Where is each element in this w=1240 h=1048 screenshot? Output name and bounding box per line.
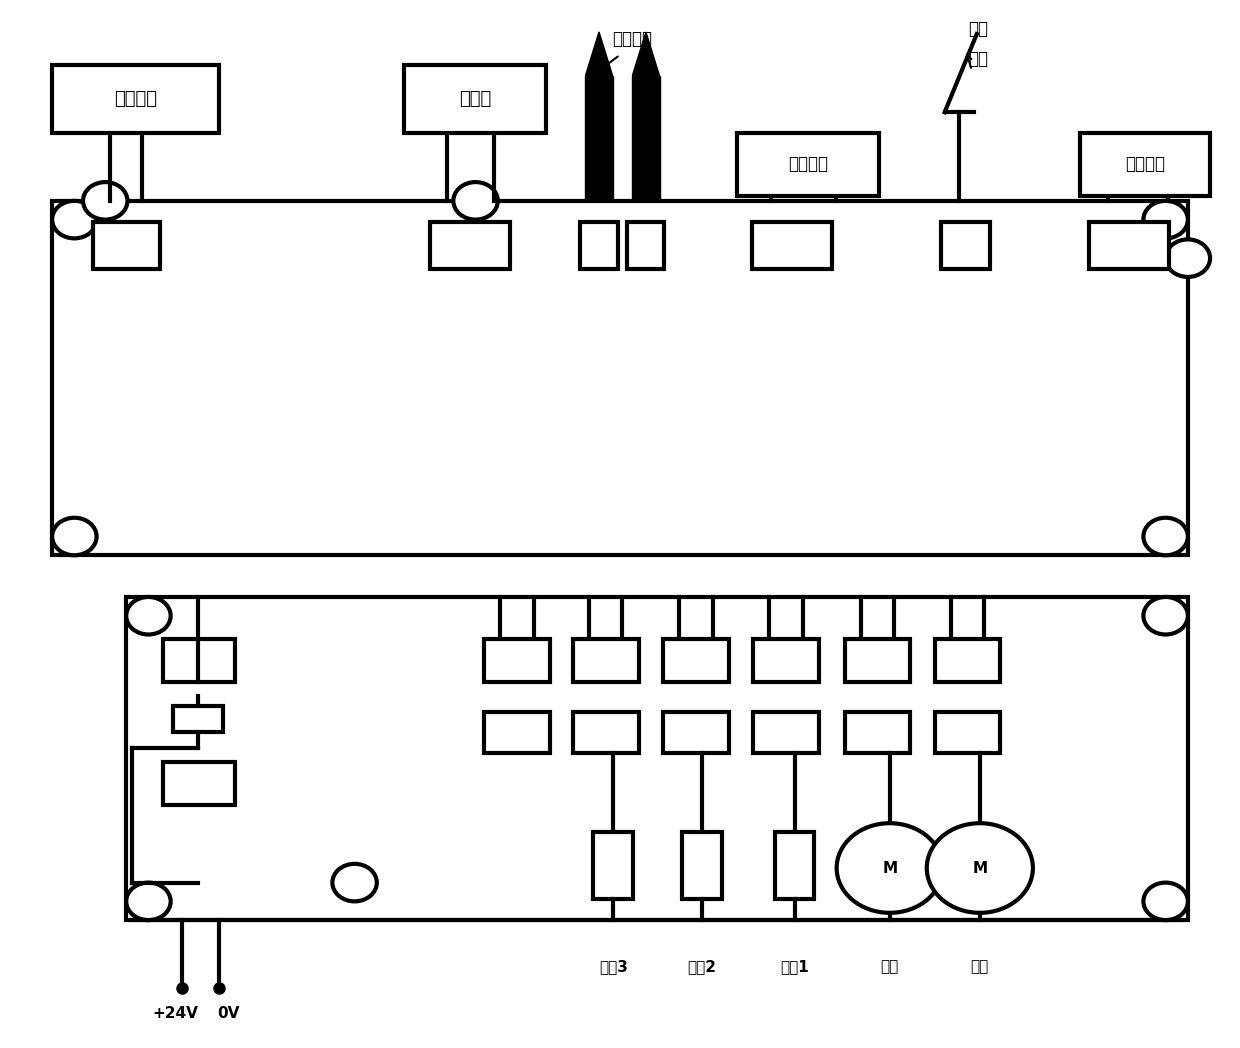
Bar: [1089, 222, 1169, 268]
Text: 加炁3: 加炁3: [599, 960, 627, 975]
Bar: [754, 638, 818, 682]
Circle shape: [52, 201, 97, 238]
Text: 开关: 开关: [968, 50, 988, 68]
Circle shape: [1143, 518, 1188, 555]
Bar: [738, 133, 879, 196]
Bar: [164, 638, 234, 682]
Text: 0V: 0V: [217, 1006, 239, 1022]
Circle shape: [126, 597, 171, 634]
Bar: [484, 638, 549, 682]
Bar: [632, 75, 660, 201]
Text: 超声感应: 超声感应: [789, 155, 828, 173]
Bar: [627, 222, 665, 268]
Circle shape: [926, 823, 1033, 913]
Bar: [844, 712, 910, 754]
Bar: [935, 712, 1001, 754]
Circle shape: [1143, 882, 1188, 920]
Text: +24V: +24V: [153, 1006, 198, 1022]
Circle shape: [1143, 201, 1188, 238]
Bar: [52, 65, 218, 133]
Bar: [430, 222, 510, 268]
Text: M: M: [972, 860, 987, 875]
Text: 加炁2: 加炁2: [688, 960, 717, 975]
Bar: [754, 712, 818, 754]
Circle shape: [837, 823, 942, 913]
Bar: [404, 65, 546, 133]
Bar: [844, 638, 910, 682]
Bar: [935, 638, 1001, 682]
Circle shape: [83, 182, 128, 220]
Circle shape: [332, 864, 377, 901]
Bar: [573, 638, 639, 682]
Text: 排风: 排风: [968, 20, 988, 38]
Circle shape: [126, 882, 171, 920]
Bar: [573, 712, 639, 754]
Bar: [585, 75, 613, 201]
Bar: [753, 222, 832, 268]
Bar: [594, 831, 632, 899]
Circle shape: [454, 182, 497, 220]
Bar: [174, 706, 222, 733]
Polygon shape: [632, 32, 660, 75]
Text: 控制面抟: 控制面抟: [114, 90, 157, 108]
Bar: [126, 597, 1188, 920]
Bar: [484, 712, 549, 754]
Polygon shape: [585, 32, 613, 75]
Bar: [164, 762, 234, 806]
Bar: [775, 831, 815, 899]
Circle shape: [52, 518, 97, 555]
Text: 风机: 风机: [880, 960, 899, 975]
Bar: [93, 222, 160, 268]
Bar: [580, 222, 618, 268]
Bar: [52, 201, 1188, 555]
Text: M: M: [882, 860, 898, 875]
Text: 搞拌: 搞拌: [971, 960, 990, 975]
Circle shape: [1143, 597, 1188, 634]
Bar: [682, 831, 722, 899]
Bar: [663, 712, 729, 754]
Bar: [663, 638, 729, 682]
Text: 温度探头: 温度探头: [613, 30, 652, 48]
Text: 加炁1: 加炁1: [780, 960, 808, 975]
Bar: [941, 222, 991, 268]
Circle shape: [1166, 239, 1210, 277]
Bar: [1080, 133, 1210, 196]
Text: 指示灯: 指示灯: [459, 90, 491, 108]
Text: 红外感应: 红外感应: [1125, 155, 1166, 173]
